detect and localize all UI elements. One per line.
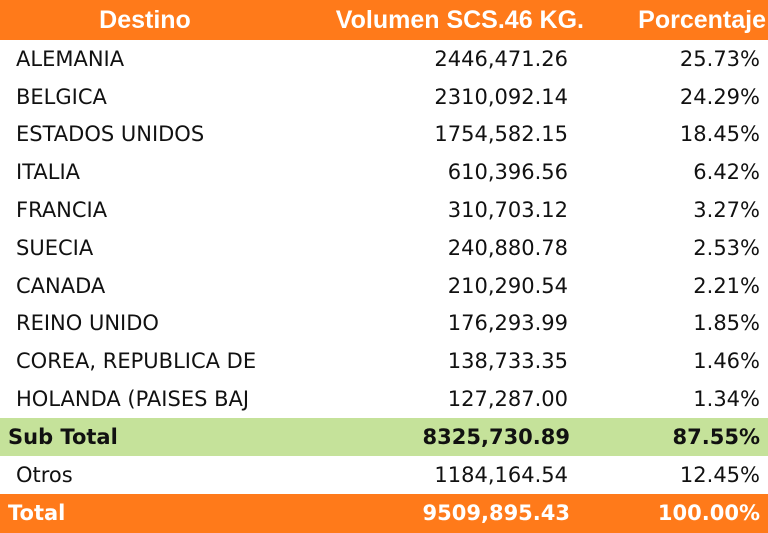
destino-cell: SUECIA: [16, 235, 94, 260]
table-row: BELGICA 2310,092.14 24.29%: [0, 78, 768, 116]
otros-volumen: 1184,164.54: [434, 462, 568, 487]
volumen-cell: 610,396.56: [447, 160, 568, 185]
volumen-cell: 138,733.35: [447, 349, 568, 374]
table-body: ALEMANIA 2446,471.26 25.73% BELGICA 2310,092…: [0, 40, 768, 533]
subtotal-row: Sub Total 8325,730.89 87.55%: [0, 417, 768, 456]
table-row: COREA, REPUBLICA DE 138,733.35 1.46%: [0, 342, 768, 380]
porcentaje-cell: 6.42%: [693, 160, 760, 185]
destino-cell: ITALIA: [16, 160, 81, 185]
porcentaje-cell: 1.34%: [693, 387, 760, 412]
subtotal-volumen: 8325,730.89: [422, 424, 570, 449]
subtotal-label: Sub Total: [8, 424, 118, 449]
table-row: CANADA 210,290.54 2.21%: [0, 267, 768, 305]
total-row: Total 9509,895.43 100.00%: [0, 493, 768, 533]
volumen-cell: 210,290.54: [447, 273, 568, 298]
porcentaje-cell: 24.29%: [679, 84, 760, 109]
total-label: Total: [8, 501, 66, 526]
volumen-cell: 310,703.12: [447, 198, 568, 223]
porcentaje-cell: 2.53%: [693, 235, 760, 260]
porcentaje-cell: 25.73%: [679, 46, 760, 71]
volumen-cell: 2310,092.14: [434, 84, 568, 109]
subtotal-porcentaje: 87.55%: [672, 424, 760, 449]
porcentaje-cell: 2.21%: [693, 273, 760, 298]
destino-cell: ALEMANIA: [16, 46, 125, 71]
otros-label: Otros: [16, 462, 73, 487]
column-header-porcentaje: Porcentaje: [638, 5, 766, 34]
destino-cell: HOLANDA (PAISES BAJ: [16, 387, 250, 412]
table-row: HOLANDA (PAISES BAJ 127,287.00 1.34%: [0, 380, 768, 418]
total-porcentaje: 100.00%: [657, 501, 760, 526]
volumen-cell: 176,293.99: [447, 311, 568, 336]
porcentaje-cell: 1.46%: [693, 349, 760, 374]
destino-cell: CANADA: [16, 273, 106, 298]
otros-porcentaje: 12.45%: [679, 462, 760, 487]
table-row: FRANCIA 310,703.12 3.27%: [0, 191, 768, 229]
otros-row: Otros 1184,164.54 12.45%: [0, 456, 768, 494]
destino-cell: REINO UNIDO: [16, 311, 159, 336]
porcentaje-cell: 1.85%: [693, 311, 760, 336]
table-row: ESTADOS UNIDOS 1754,582.15 18.45%: [0, 116, 768, 154]
destino-cell: ESTADOS UNIDOS: [16, 122, 205, 147]
porcentaje-cell: 3.27%: [693, 198, 760, 223]
destino-cell: BELGICA: [16, 84, 107, 109]
volumen-cell: 1754,582.15: [434, 122, 568, 147]
table-row: SUECIA 240,880.78 2.53%: [0, 229, 768, 267]
header-row: Destino Volumen SCS.46 KG. Porcentaje: [0, 0, 768, 40]
total-volumen: 9509,895.43: [422, 501, 570, 526]
destino-cell: FRANCIA: [16, 198, 108, 223]
table-row: ALEMANIA 2446,471.26 25.73%: [0, 40, 768, 78]
table-row: REINO UNIDO 176,293.99 1.85%: [0, 305, 768, 343]
volumen-cell: 240,880.78: [447, 235, 568, 260]
volumen-cell: 2446,471.26: [434, 46, 568, 71]
table-row: ITALIA 610,396.56 6.42%: [0, 153, 768, 191]
volumen-cell: 127,287.00: [447, 387, 568, 412]
destino-cell: COREA, REPUBLICA DE: [16, 349, 257, 374]
column-header-destino: Destino: [99, 5, 191, 34]
porcentaje-cell: 18.45%: [679, 122, 760, 147]
column-header-volumen: Volumen SCS.46 KG.: [335, 5, 584, 34]
